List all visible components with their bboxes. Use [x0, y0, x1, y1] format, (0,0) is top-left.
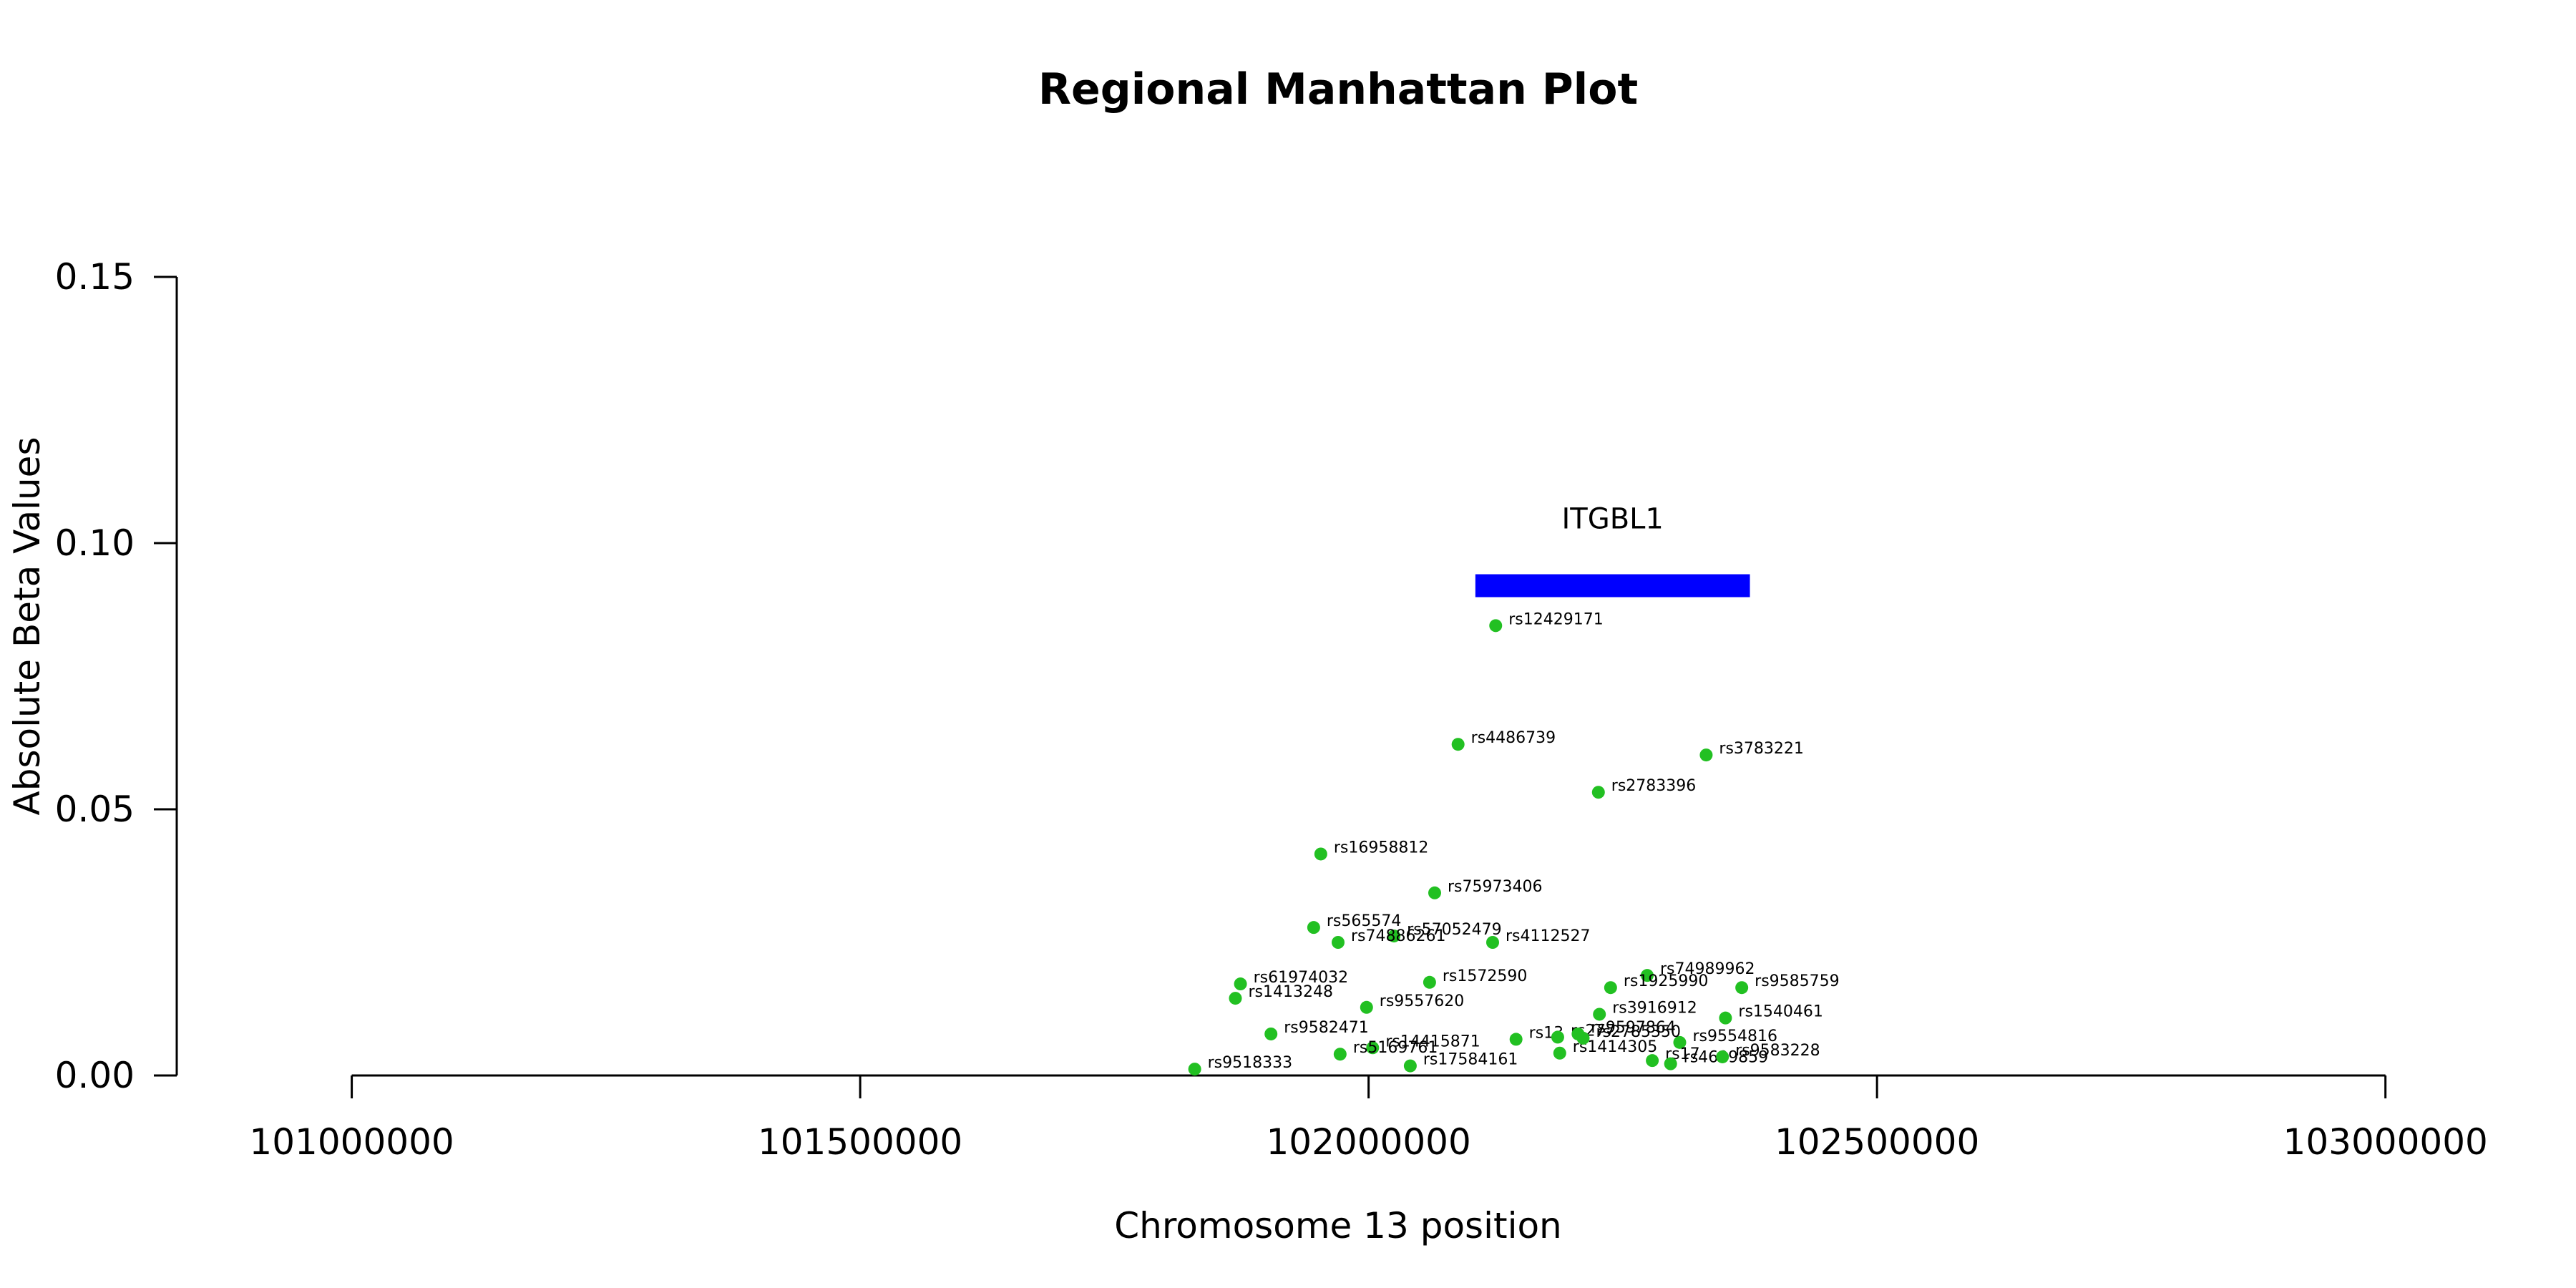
snp-point: [1509, 1033, 1523, 1046]
snp-point: [1591, 786, 1605, 799]
snp-point: [1646, 1054, 1659, 1068]
snp-label: rs4486739: [1471, 729, 1556, 747]
snp-point: [1188, 1063, 1201, 1076]
x-tick-label: 101500000: [758, 1121, 962, 1163]
x-tick-label: 102500000: [1775, 1121, 1979, 1163]
chart-title: Regional Manhattan Plot: [1038, 64, 1638, 114]
snp-label: rs4112527: [1506, 927, 1591, 945]
x-axis-label: Chromosome 13 position: [1114, 1205, 1562, 1246]
snp-point: [1366, 1041, 1380, 1055]
snp-point: [1387, 930, 1401, 943]
snp-point: [1699, 748, 1713, 762]
snp-label: rs9585759: [1755, 972, 1840, 990]
snp-point: [1332, 936, 1345, 949]
snp-label: rs5169761: [1353, 1039, 1438, 1057]
snp-label: rs75973406: [1448, 878, 1542, 896]
snp-point: [1234, 977, 1247, 991]
snp-point: [1403, 1059, 1417, 1073]
y-axis-label: Absolute Beta Values: [6, 437, 48, 816]
snp-label: rs9583228: [1735, 1042, 1820, 1060]
snp-label: rs3783221: [1719, 740, 1804, 758]
snp-label: rs1540461: [1738, 1003, 1823, 1021]
snp-point: [1673, 1035, 1687, 1049]
snp-label: rs1572590: [1443, 967, 1528, 985]
snp-label: rs9554816: [1692, 1028, 1777, 1045]
snp-label: rs1925990: [1624, 972, 1709, 990]
snp-label: rs2783396: [1611, 777, 1697, 795]
snp-label: rs565574: [1327, 912, 1402, 930]
snp-point: [1451, 738, 1465, 751]
snp-label: rs12429171: [1508, 610, 1603, 628]
snp-point: [1576, 1031, 1590, 1045]
y-tick-label: 0.00: [55, 1055, 135, 1096]
snp-label: rs74989962: [1660, 960, 1755, 978]
gene-label: ITGBL1: [1561, 503, 1663, 536]
snp-point: [1489, 619, 1503, 633]
x-tick-label: 103000000: [2283, 1121, 2488, 1163]
snp-point: [1716, 1050, 1729, 1063]
snp-label: rs16958812: [1334, 839, 1428, 857]
snp-point: [1553, 1046, 1566, 1060]
snp-label: rs3916912: [1612, 999, 1697, 1017]
snp-label: rs74886261: [1351, 927, 1445, 945]
snp-label: rs2785350: [1596, 1023, 1681, 1041]
y-tick-label: 0.15: [55, 256, 135, 298]
snp-point: [1314, 847, 1327, 861]
gene-track: ITGBL1: [1475, 503, 1750, 597]
snp-point: [1333, 1048, 1347, 1061]
snp-point: [1264, 1027, 1278, 1040]
snp-point: [1428, 886, 1441, 899]
snp-point: [1551, 1030, 1564, 1044]
snp-label: rs9518333: [1208, 1054, 1293, 1072]
snp-point: [1664, 1057, 1677, 1070]
snp-point: [1423, 975, 1436, 989]
snp-point: [1719, 1011, 1732, 1025]
snp-points: rs12429171 rs4486739 rs3783221 rs2783396 rs1…: [1188, 610, 1840, 1076]
y-tick-label: 0.05: [55, 789, 135, 830]
snp-label: rs1413248: [1248, 983, 1333, 1001]
snp-point: [1735, 981, 1749, 995]
snp-label: rs9557620: [1380, 992, 1465, 1010]
y-tick-label: 0.10: [55, 522, 135, 564]
snp-label: rs17584161: [1423, 1051, 1518, 1069]
snp-label: rs14415871: [1385, 1033, 1480, 1050]
snp-point: [1641, 969, 1654, 982]
snp-point: [1604, 981, 1617, 995]
snp-point: [1307, 921, 1320, 935]
snp-point: [1486, 936, 1499, 949]
snp-label: rs9582471: [1284, 1019, 1369, 1037]
snp-label: rs61974032: [1254, 969, 1348, 987]
axes: 0.00 0.05 0.10 0.15 101000000 101500000 102000…: [55, 256, 2488, 1163]
snp-point: [1593, 1008, 1606, 1021]
snp-label: rs9597864: [1591, 1019, 1676, 1037]
snp-point: [1360, 1000, 1373, 1014]
x-tick-label: 101000000: [249, 1121, 454, 1163]
snp-label: rs57052479: [1407, 921, 1501, 939]
x-tick-label: 102000000: [1266, 1121, 1470, 1163]
snp-point: [1229, 992, 1242, 1005]
gene-bar: [1475, 574, 1750, 597]
